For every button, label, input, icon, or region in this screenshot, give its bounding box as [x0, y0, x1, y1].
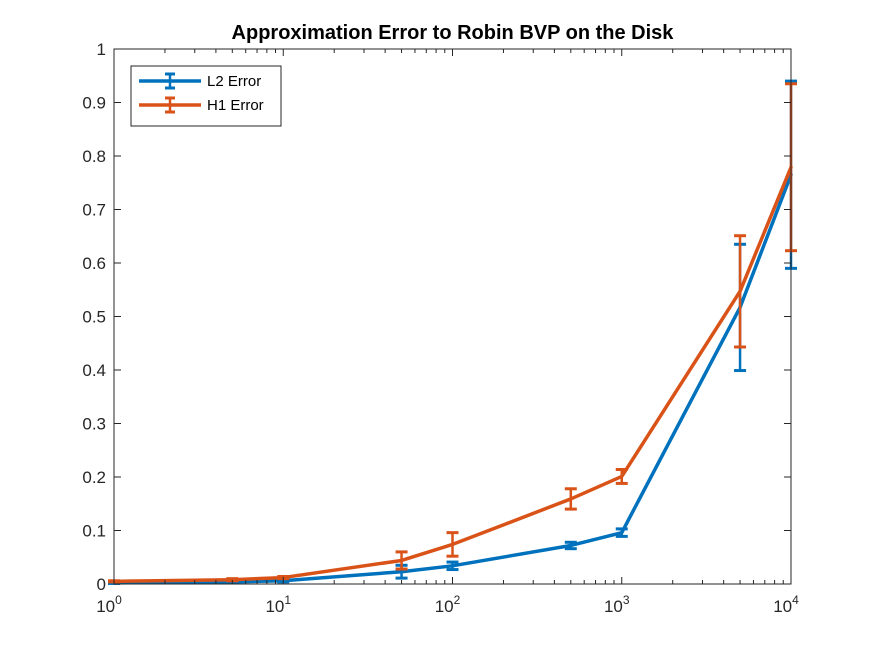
error-bar-s2-p4	[395, 550, 408, 571]
y-tick-label-6: 0.6	[82, 254, 106, 273]
x-tick-label-3: 103	[604, 593, 630, 616]
legend-label-2: H1 Error	[207, 97, 264, 114]
error-bar-s2-p6	[564, 487, 577, 511]
y-tick-label-9: 0.9	[82, 94, 106, 113]
x-tick-label-4: 104	[773, 593, 799, 616]
legend-label-1: L2 Error	[207, 73, 261, 90]
y-tick-label-5: 0.5	[82, 308, 106, 327]
y-tick-label-0: 0	[97, 575, 106, 594]
legend: L2 Error H1 Error	[130, 65, 282, 127]
y-tick-label-7: 0.7	[82, 201, 106, 220]
x-tick-label-0: 100	[96, 593, 122, 616]
y-tick-label-4: 0.4	[82, 361, 106, 380]
x-tick-label-1: 101	[265, 593, 291, 616]
error-bar-s1-p5	[446, 560, 459, 572]
error-bar-s1-p7	[615, 527, 628, 538]
y-tick-label-1: 0.1	[82, 522, 106, 541]
error-bar-s2-p8	[734, 234, 747, 349]
y-tick-label-10: 1	[97, 40, 106, 59]
plot-layer	[108, 79, 797, 585]
error-bar-s1-p6	[564, 540, 577, 551]
legend-item-1: L2 Error	[139, 72, 261, 90]
chart-title: Approximation Error to Robin BVP on the …	[232, 22, 675, 44]
x-tick-label-2: 102	[435, 593, 461, 616]
legend-item-2: H1 Error	[139, 96, 264, 114]
y-tick-label-8: 0.8	[82, 147, 106, 166]
y-tick-label-3: 0.3	[82, 415, 106, 434]
y-tick-label-2: 0.2	[82, 468, 106, 487]
axes-layer: 0 0.1 0.2 0.3 0.4 0.5 0.6 0.7 0.8 0.9 1 100 101 102 10…	[82, 40, 799, 616]
error-bar-s2-p5	[446, 531, 459, 558]
axes-background	[114, 49, 791, 584]
legend-box	[130, 65, 282, 127]
error-bar-s2-p7	[615, 468, 628, 485]
